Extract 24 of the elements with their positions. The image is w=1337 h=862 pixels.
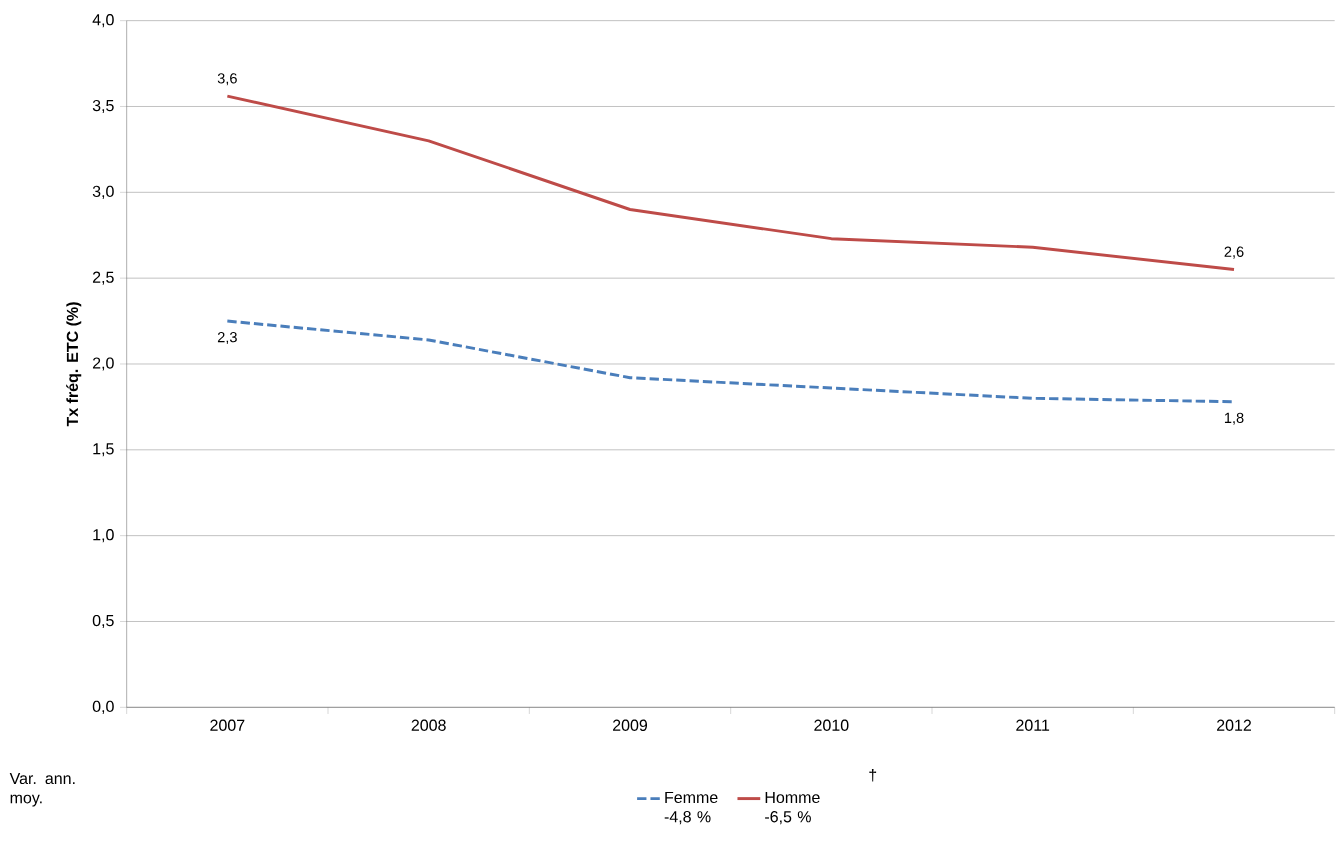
y-tick-label: 4,0 [92, 14, 114, 28]
data-label: 3,6 [217, 73, 237, 86]
x-tick-label: 2012 [1217, 719, 1251, 731]
y-tick-label: 2,0 [92, 357, 114, 371]
data-label: 1,8 [1224, 412, 1244, 425]
text: † [869, 768, 877, 782]
data-label: 2,6 [1224, 246, 1244, 259]
text: Var. ann. moy. [9, 772, 75, 807]
y-tick-label: 2,5 [92, 271, 114, 285]
y-tick-label: 3,5 [92, 99, 114, 114]
y-tick-label: 1,0 [93, 529, 114, 543]
x-tick-label: 2008 [411, 719, 446, 731]
x-tick-label: 2010 [814, 719, 849, 731]
legend-label: Femme -4,8 % [664, 791, 718, 825]
y-tick-label: 0,0 [92, 700, 114, 714]
x-tick-label: 2011 [1016, 719, 1050, 731]
data-label: 2,3 [217, 332, 237, 345]
y-tick-label: 0,5 [92, 614, 114, 629]
y-axis-title: Tx fréq. ETC (%) [66, 302, 82, 427]
y-tick-label: 1,5 [93, 443, 114, 457]
x-tick-label: 2007 [210, 719, 245, 731]
x-tick-label: 2009 [613, 719, 648, 731]
y-tick-label: 3,0 [92, 185, 114, 199]
legend-label: Homme -6,5 % [765, 791, 820, 825]
